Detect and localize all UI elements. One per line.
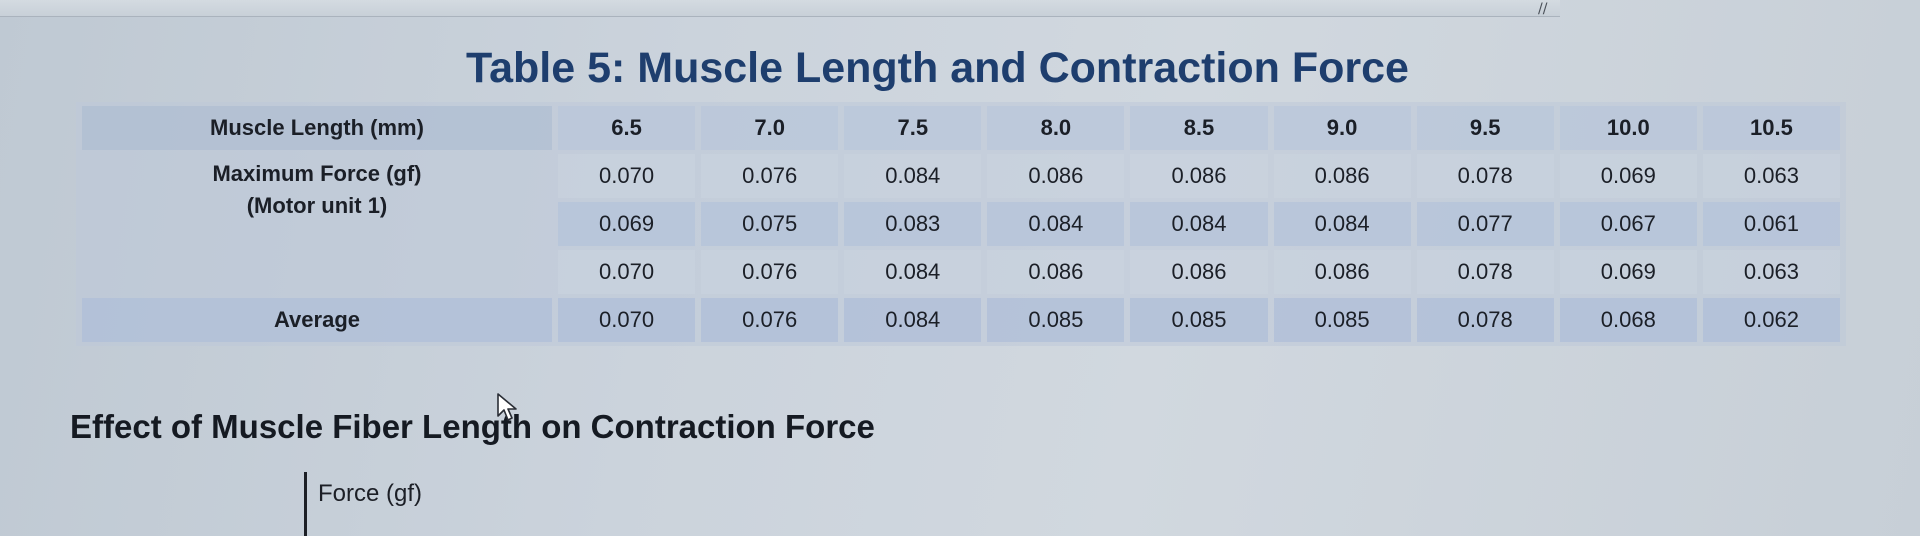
force-cell: 0.061 bbox=[1702, 202, 1840, 246]
force-cell: 0.086 bbox=[1273, 154, 1411, 198]
resize-grip-icon[interactable]: // bbox=[1538, 1, 1548, 17]
muscle-length-header: Muscle Length (mm) bbox=[82, 106, 552, 150]
force-cell: 0.078 bbox=[1416, 250, 1554, 294]
force-cell: 0.083 bbox=[844, 202, 982, 246]
max-force-label: Maximum Force (gf) bbox=[212, 161, 422, 186]
mouse-pointer-icon bbox=[497, 393, 517, 421]
average-cell: 0.085 bbox=[1130, 298, 1268, 342]
average-cell: 0.068 bbox=[1559, 298, 1697, 342]
length-cell: 10.5 bbox=[1702, 106, 1840, 150]
force-cell: 0.084 bbox=[1130, 202, 1268, 246]
length-cell: 7.5 bbox=[844, 106, 982, 150]
force-cell: 0.069 bbox=[558, 202, 696, 246]
average-cell: 0.070 bbox=[558, 298, 696, 342]
table-row: Maximum Force (gf) (Motor unit 1) 0.070 … bbox=[82, 154, 1840, 218]
table-title: Table 5: Muscle Length and Contraction F… bbox=[466, 44, 1409, 92]
length-cell: 10.0 bbox=[1559, 106, 1697, 150]
average-cell: 0.062 bbox=[1702, 298, 1840, 342]
force-cell: 0.067 bbox=[1559, 202, 1697, 246]
length-cell: 8.5 bbox=[1130, 106, 1268, 150]
force-cell: 0.063 bbox=[1702, 250, 1840, 294]
length-cell: 9.5 bbox=[1416, 106, 1554, 150]
average-cell: 0.078 bbox=[1416, 298, 1554, 342]
top-strip bbox=[0, 0, 1560, 17]
force-cell: 0.069 bbox=[1559, 154, 1697, 198]
force-cell: 0.070 bbox=[558, 250, 696, 294]
force-cell: 0.084 bbox=[1273, 202, 1411, 246]
average-label: Average bbox=[82, 298, 552, 342]
force-cell: 0.077 bbox=[1416, 202, 1554, 246]
force-cell: 0.069 bbox=[1559, 250, 1697, 294]
force-cell: 0.086 bbox=[1130, 250, 1268, 294]
force-cell: 0.084 bbox=[987, 202, 1125, 246]
length-cell: 8.0 bbox=[987, 106, 1125, 150]
force-cell: 0.086 bbox=[987, 154, 1125, 198]
table-row: 0.070 0.076 0.084 0.086 0.086 0.086 0.07… bbox=[82, 250, 1840, 294]
force-cell: 0.086 bbox=[987, 250, 1125, 294]
average-cell: 0.076 bbox=[701, 298, 839, 342]
table-header-row: Muscle Length (mm) 6.5 7.0 7.5 8.0 8.5 9… bbox=[82, 106, 1840, 150]
length-cell: 6.5 bbox=[558, 106, 696, 150]
section-heading: Effect of Muscle Fiber Length on Contrac… bbox=[70, 408, 875, 445]
force-cell: 0.084 bbox=[844, 154, 982, 198]
average-row: Average 0.070 0.076 0.084 0.085 0.085 0.… bbox=[82, 298, 1840, 342]
muscle-length-table: Muscle Length (mm) 6.5 7.0 7.5 8.0 8.5 9… bbox=[76, 102, 1846, 346]
average-cell: 0.085 bbox=[987, 298, 1125, 342]
force-cell: 0.086 bbox=[1130, 154, 1268, 198]
average-cell: 0.085 bbox=[1273, 298, 1411, 342]
force-cell: 0.076 bbox=[701, 250, 839, 294]
force-cell: 0.086 bbox=[1273, 250, 1411, 294]
graph-y-axis bbox=[304, 472, 307, 536]
graph-y-axis-label: Force (gf) bbox=[318, 480, 423, 507]
length-cell: 9.0 bbox=[1273, 106, 1411, 150]
average-cell: 0.084 bbox=[844, 298, 982, 342]
force-cell: 0.070 bbox=[558, 154, 696, 198]
force-cell: 0.084 bbox=[844, 250, 982, 294]
table-row: 0.069 0.075 0.083 0.084 0.084 0.084 0.07… bbox=[82, 202, 1840, 246]
motor-unit-label: (Motor unit 1) bbox=[246, 193, 388, 218]
force-cell: 0.076 bbox=[701, 154, 839, 198]
force-cell: 0.078 bbox=[1416, 154, 1554, 198]
force-cell: 0.063 bbox=[1702, 154, 1840, 198]
length-cell: 7.0 bbox=[701, 106, 839, 150]
max-force-header: Maximum Force (gf) (Motor unit 1) bbox=[82, 154, 552, 294]
force-cell: 0.075 bbox=[701, 202, 839, 246]
